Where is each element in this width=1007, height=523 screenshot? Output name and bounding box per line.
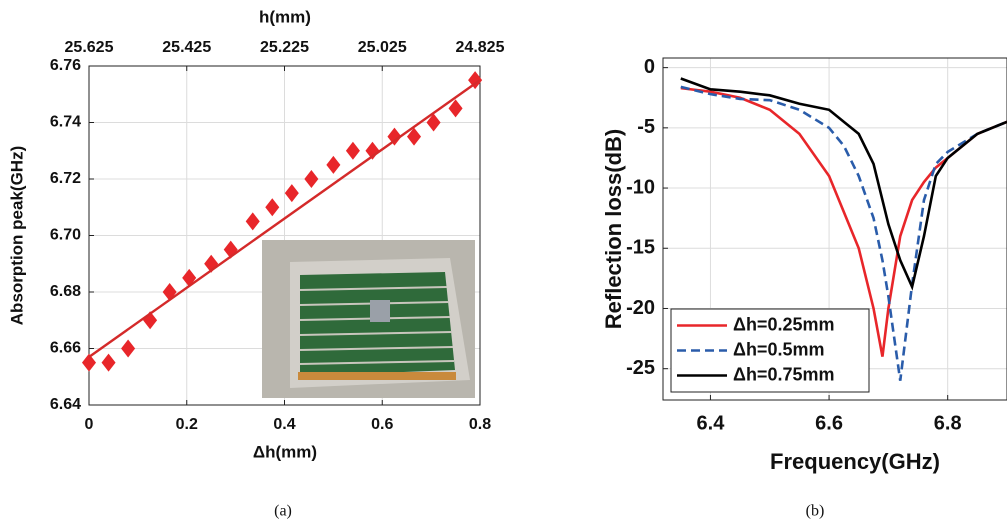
x-tick-label: 0.4 [273,416,295,433]
diamond-marker [365,141,380,160]
diamond-marker [143,311,158,330]
panel: 0 -5 -10 -15 -20 -25 6.4 6.6 6.8 Frequency(GHz) Re… [601,56,1007,520]
x-axis-label: Frequency(GHz) [770,449,940,474]
diamond-marker [245,212,260,231]
line [680,86,1007,357]
x-axis-label: Δh(mm) [253,442,317,461]
x2-tick-label: 25.025 [358,39,407,56]
y-tick-label: -10 [626,176,655,198]
x-tick-label: 0.8 [469,416,491,433]
y-tick-label: -20 [626,297,655,319]
x-tick-label: 6.6 [815,412,843,434]
x-tick-label: 6.4 [697,412,726,434]
y-tick-label: -15 [626,237,655,259]
x-tick-label: 0 [85,416,94,433]
legend-box [670,308,870,393]
diamond-marker [426,113,441,132]
x2-tick-label: 24.825 [456,39,505,56]
y-tick-label: 6.74 [50,114,81,131]
inset-photo [262,240,475,398]
y-axis-label: Absorption peak(GHz) [7,146,26,325]
diamond-marker [121,339,136,358]
x-tick-label: 6.8 [934,412,962,434]
x2-tick-label: 25.625 [65,39,114,56]
diamond-marker [448,99,463,118]
caption: (b) [806,503,825,520]
y-tick-label: 6.68 [50,283,81,300]
y-tick-label: 6.76 [50,57,81,74]
y-axis-label: Reflection loss(dB) [601,129,626,329]
legend-label: Δh=0.75mm [733,364,835,384]
y-tick-label: 6.72 [50,170,81,187]
diamond-marker [406,127,422,146]
y-tick-label: -5 [637,116,655,138]
x2-axis-label: h(mm) [259,7,311,26]
caption: (a) [274,503,292,520]
diamond-marker [284,184,299,203]
line [680,77,1007,291]
y-tick-label: 0 [644,56,655,78]
line [680,85,1007,381]
legend-label: Δh=0.5mm [733,339,824,359]
diamond-marker [265,198,280,217]
diamond-marker [81,353,97,372]
line [89,79,480,358]
y-tick-label: 6.64 [50,396,81,413]
plot-frame [88,65,481,406]
diamond-marker [101,353,116,372]
x-tick-label: 0.6 [371,416,393,433]
y-tick-label: 6.66 [50,340,81,357]
diamond-marker [204,254,219,273]
diamond-marker [345,141,360,160]
plot-frame [662,57,1007,401]
legend-label: Δh=0.25mm [733,314,835,334]
diamond-marker [304,170,319,188]
diamond-marker [387,127,402,146]
x2-tick-label: 25.425 [162,39,211,56]
y-tick-label: 6.70 [50,227,81,244]
diamond-marker [326,155,341,174]
x2-tick-label: 25.225 [260,39,309,56]
y-tick-label: -25 [626,357,655,379]
x-tick-label: 0.2 [176,416,198,433]
